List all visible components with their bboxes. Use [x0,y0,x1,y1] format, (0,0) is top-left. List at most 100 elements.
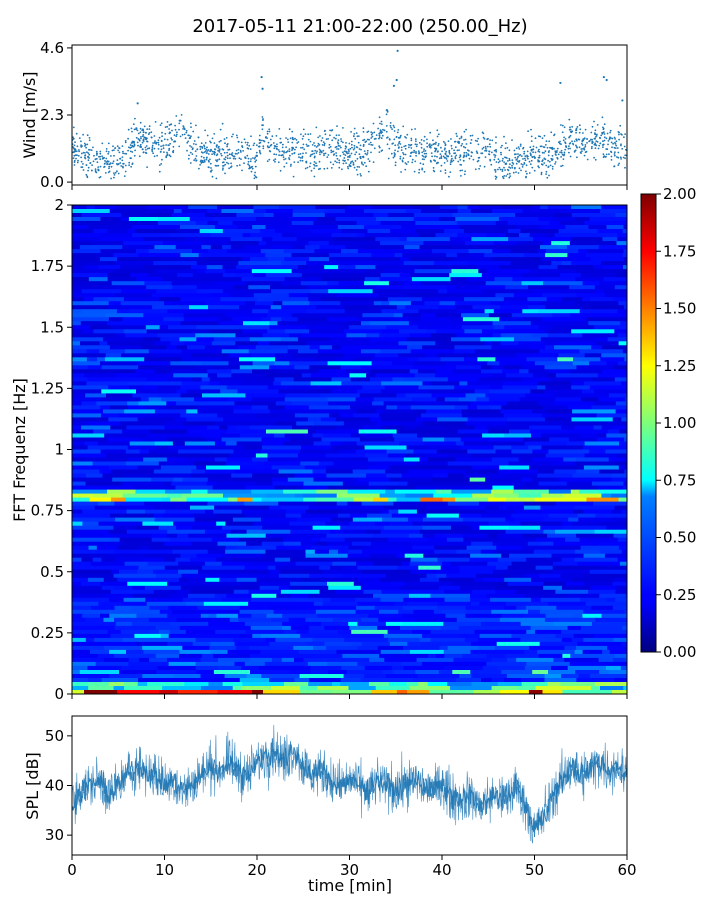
spectrogram-cell [87,225,104,230]
spectrogram-cell [412,521,442,527]
spectrogram-cell [561,425,576,430]
spectrogram-cell [594,529,627,535]
wind-point [362,155,365,158]
spectrogram-cell [397,481,409,487]
spectrogram-cell [161,277,204,282]
spectrogram-cell [322,569,362,575]
spectrogram-cell [214,441,227,446]
wind-point [118,147,121,150]
spectrogram-cell [396,429,436,434]
spectrogram-cell [319,345,333,350]
spectrogram-cell [593,333,619,338]
wind-point [169,132,172,134]
wind-point [301,155,304,158]
wind-point-spike [392,84,395,87]
wind-point [415,145,418,148]
wind-point [500,146,502,149]
spectrogram-cell [325,469,354,474]
wind-point [310,169,313,172]
spectrogram-cell [203,277,243,282]
spectrogram-cell [233,449,262,454]
wind-point [402,153,405,156]
spectrogram-cell [564,645,577,651]
spectrogram-cell [381,309,419,314]
spectrogram-cell [343,529,367,535]
wind-point [581,144,584,146]
spectrogram-cell [144,585,182,591]
spectrogram-cell [178,569,199,575]
spectrogram-cell [527,541,542,547]
spectrogram-cell [571,417,614,422]
colorbar-tick-label: 0.50 [663,529,696,547]
spectrogram-cell [325,521,350,527]
spectrogram-cell [291,253,330,258]
spectrogram-cell [267,565,277,571]
spectrogram-cell [72,629,101,635]
wind-point [538,160,541,163]
wind-point [193,159,196,162]
spectrogram-cell [151,477,174,483]
wind-point [590,131,593,134]
wind-axes-frame [71,44,628,186]
wind-point [591,125,594,128]
wind-point [538,151,541,153]
spectrogram-cell [209,381,220,386]
spectrogram-cell [557,617,584,623]
spectrogram-cell [499,465,530,470]
spectrogram-cell [126,509,146,515]
wind-point-spike [261,87,264,90]
spectrogram-cell [523,501,556,507]
spectrogram-cell [137,465,162,470]
colorbar-tick-label: 1.25 [663,357,696,375]
spectrogram-cell [201,433,221,438]
wind-point [436,135,439,138]
spectrogram-cell [72,309,83,314]
spectrogram-cell [103,593,134,599]
spectrogram-cell [284,405,310,410]
wind-point [444,144,447,147]
wind-point [415,151,417,153]
spectrogram-cell [574,649,584,655]
wind-point [370,151,372,154]
spectrogram-cell [272,237,298,242]
spectrogram-cell [72,609,110,615]
spectrogram-cell [424,301,441,306]
spectrogram-cell [204,561,223,567]
wind-point [525,170,527,173]
wind-point [305,161,308,164]
spectrogram-cell [160,257,204,262]
spectrogram-cell [602,237,618,242]
colorbar: 0.000.250.500.751.001.251.501.752.00 [640,185,696,661]
spectrogram-cell [72,317,110,322]
spectrogram-cell [571,381,585,386]
wind-point [596,141,599,143]
spectrogram-cell [427,682,448,687]
wind-point [132,145,134,148]
spectrogram-cell [422,533,436,539]
spectrogram-cell [391,513,428,519]
spectrogram-cell [124,682,139,687]
spectrogram-cell [114,605,133,611]
wind-point [363,138,366,141]
wind-point [247,157,250,160]
spectrogram-cell [101,397,142,402]
spectrogram-cell [617,309,627,314]
spectrogram-cell [624,609,627,615]
wind-point [254,175,257,178]
spectrogram-cell [242,381,274,386]
wind-point [484,156,487,159]
spectrogram-cell [72,589,112,595]
wind-point [501,159,504,162]
spectrogram-cell [276,545,288,551]
spectrogram-cell [236,545,254,551]
wind-point [85,146,87,149]
wind-point [388,147,391,150]
wind-point [323,142,326,145]
wind-point [297,141,300,143]
spectrogram-cell [367,229,391,234]
spectrogram-cell [446,465,473,470]
spectrogram-cell [292,353,305,358]
spectrogram-cell [428,653,437,659]
spectrogram-cell [288,617,306,623]
spectrogram-cell [404,581,445,587]
